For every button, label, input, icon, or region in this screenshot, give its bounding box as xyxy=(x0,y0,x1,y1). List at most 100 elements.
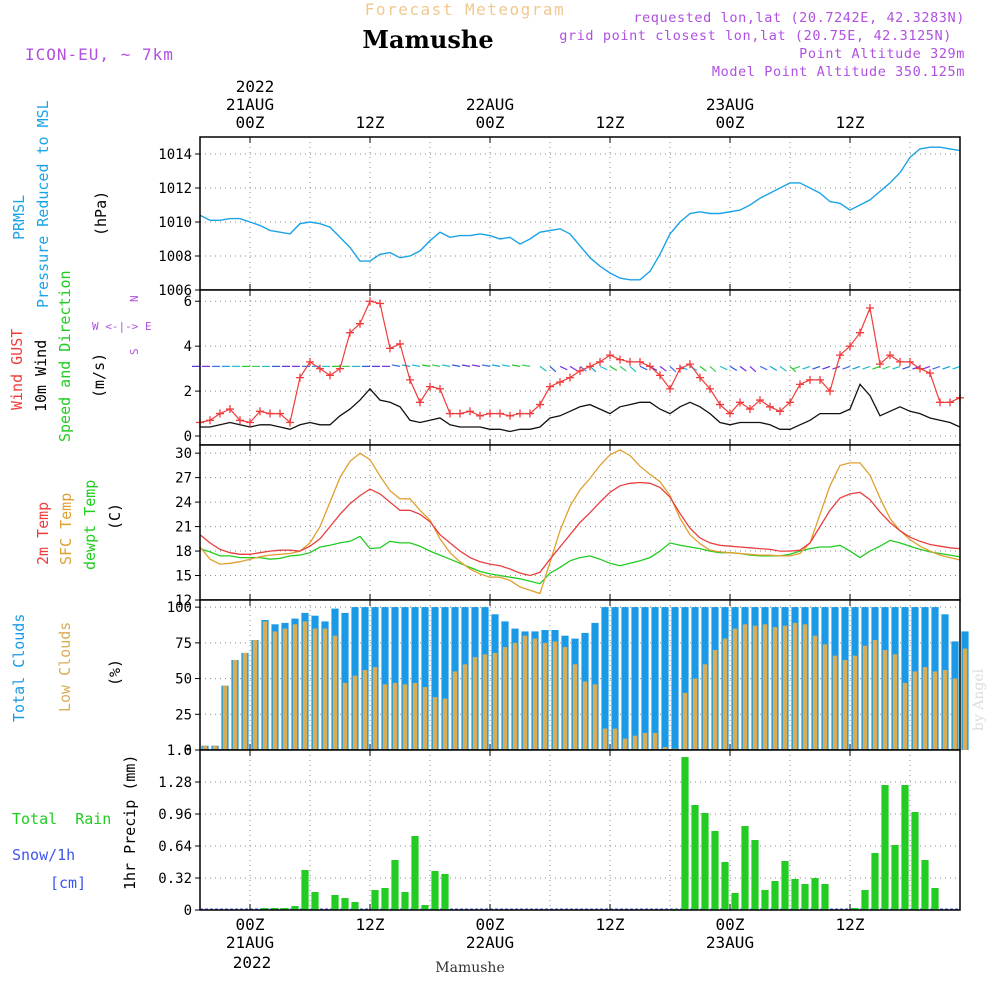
y-tick-label: 0 xyxy=(184,743,192,759)
wind-direction-arrow xyxy=(559,365,568,371)
gust-marker xyxy=(276,409,284,418)
wind-direction-arrow xyxy=(952,365,961,370)
label-pressure-reduced: Pressure Reduced to MSL xyxy=(34,100,52,308)
gust-marker xyxy=(266,409,274,418)
gust-marker xyxy=(396,339,404,348)
low-cloud-bar xyxy=(732,628,738,750)
gust-marker xyxy=(296,373,304,382)
requested-coords: requested lon,lat (20.7242E, 42.3283N) xyxy=(633,10,965,26)
total-cloud-bar xyxy=(671,607,679,750)
low-cloud-bar xyxy=(722,638,728,750)
low-cloud-bar xyxy=(832,655,838,750)
low-cloud-bar xyxy=(432,697,438,750)
y-tick-label: 2 xyxy=(184,384,192,400)
rain-bar xyxy=(871,853,879,910)
rain-bar xyxy=(291,906,299,910)
bottom-hour-label: 12Z xyxy=(836,915,865,934)
y-tick-label: 1012 xyxy=(158,181,192,197)
y-tick-label: 0.64 xyxy=(158,839,192,855)
low-cloud-bar xyxy=(682,692,688,750)
label-sfc-temp: SFC Temp xyxy=(57,493,75,565)
low-cloud-bar xyxy=(852,655,858,750)
rain-bar xyxy=(911,812,919,910)
gust-marker xyxy=(776,407,784,416)
wind-direction-arrow xyxy=(759,365,768,371)
wind-direction-arrow xyxy=(539,365,547,372)
low-cloud-bar xyxy=(652,732,658,750)
gust-marker xyxy=(366,297,374,306)
y-tick-label: 27 xyxy=(175,471,192,487)
low-cloud-bar xyxy=(842,660,848,750)
top-hour-label: 00Z xyxy=(476,113,505,132)
wind-direction-arrow xyxy=(599,365,608,371)
y-tick-label: 0.32 xyxy=(158,871,192,887)
total-cloud-bar xyxy=(631,607,639,750)
gust-marker xyxy=(306,357,314,366)
gust-marker xyxy=(786,398,794,407)
panel-background xyxy=(200,750,960,910)
gust-marker xyxy=(576,366,584,375)
rain-bar xyxy=(931,888,939,910)
gust-marker xyxy=(316,364,324,373)
wind-direction-arrow xyxy=(902,365,911,370)
rain-bar xyxy=(781,861,789,910)
rain-bar xyxy=(431,871,439,910)
low-cloud-bar xyxy=(532,638,538,750)
panel-frame xyxy=(199,749,961,911)
low-cloud-bar xyxy=(902,682,908,750)
total-cloud-bar xyxy=(901,607,909,750)
low-cloud-bar xyxy=(752,625,758,750)
gust-marker xyxy=(746,405,754,414)
wind-direction-arrow xyxy=(492,364,501,367)
sfc-temp-line xyxy=(199,449,961,595)
low-cloud-bar xyxy=(962,648,968,750)
low-cloud-bar xyxy=(782,625,788,750)
low-cloud-bar xyxy=(522,635,528,750)
wind-direction-arrow xyxy=(739,365,747,372)
label-c: (C) xyxy=(106,503,124,530)
footer-location: Mamushe xyxy=(435,960,504,976)
rain-bar xyxy=(331,895,339,910)
top-hour-label: 00Z xyxy=(236,113,265,132)
low-cloud-bar xyxy=(762,624,768,750)
gust-marker xyxy=(946,398,954,407)
low-cloud-bar xyxy=(552,641,558,750)
gust-marker xyxy=(706,384,714,393)
wind-direction-arrow xyxy=(579,365,587,372)
gust-marker xyxy=(816,375,824,384)
gust-marker xyxy=(606,351,614,360)
rain-bar xyxy=(761,890,769,910)
gust-marker xyxy=(646,362,654,371)
rain-bar xyxy=(311,892,319,910)
bottom-hour-label: 12Z xyxy=(596,915,625,934)
total-cloud-bar xyxy=(401,607,409,750)
rain-bar xyxy=(921,860,929,910)
low-cloud-bar xyxy=(402,684,408,750)
wind-direction-arrow xyxy=(452,364,461,367)
label-total-rain: Total Rain xyxy=(12,810,111,828)
rain-bar xyxy=(381,888,389,910)
compass-we: W <-|-> E xyxy=(92,320,152,333)
y-tick-label: 24 xyxy=(175,495,192,511)
gust-marker xyxy=(376,299,384,308)
gust-marker xyxy=(636,357,644,366)
label-speed-direction: Speed and Direction xyxy=(56,270,74,442)
bottom-date-label: 23AUG xyxy=(706,933,754,952)
wind-direction-arrow xyxy=(792,365,801,370)
y-tick-label: 1006 xyxy=(158,283,192,299)
label-percent: (%) xyxy=(106,659,124,686)
low-cloud-bar xyxy=(382,684,388,750)
low-cloud-bar xyxy=(642,732,648,750)
gust-marker xyxy=(596,357,604,366)
gust-marker xyxy=(326,371,334,380)
gust-marker xyxy=(906,357,914,366)
y-tick-label: 18 xyxy=(175,544,192,560)
total-cloud-bar xyxy=(691,607,699,750)
model-altitude: Model Point Altitude 350.125m xyxy=(712,64,965,80)
low-cloud-bar xyxy=(712,650,718,750)
wind-direction-arrow xyxy=(822,365,831,370)
pressure-panel: 1006 1008 1010 1012 1014 xyxy=(158,136,961,299)
gust-marker xyxy=(536,400,544,409)
wind-direction-arrow xyxy=(932,365,941,370)
